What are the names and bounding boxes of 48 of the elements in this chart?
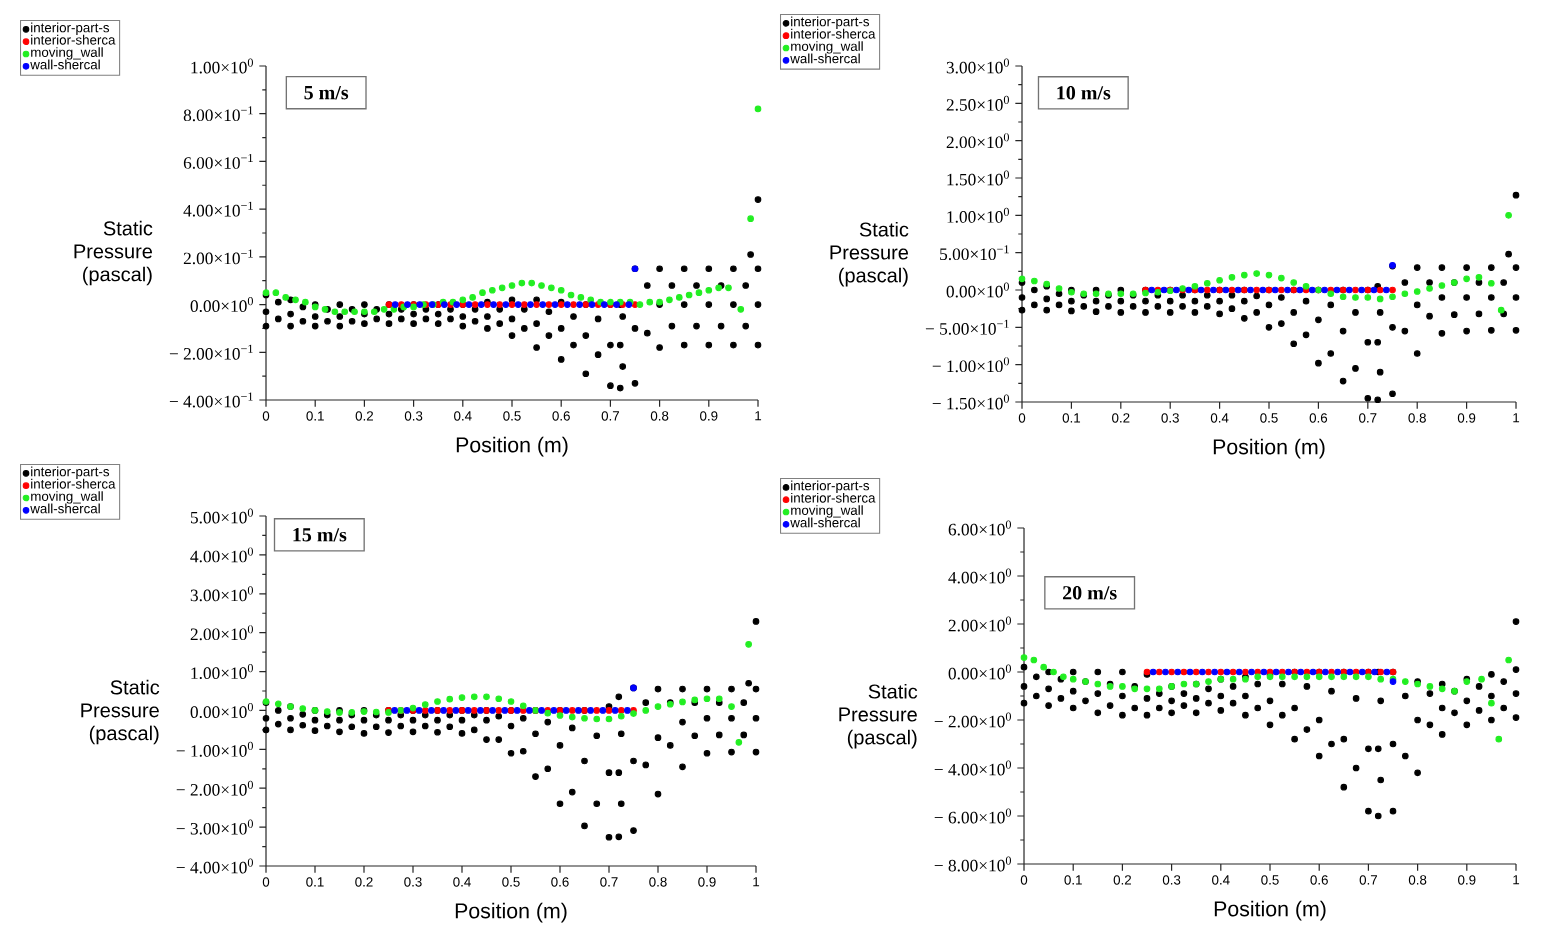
y-tick-label: 0.00×10$^{0}$ <box>190 702 253 718</box>
x-axis-title: Position (m) <box>1213 438 1325 459</box>
x-axis-title: Position (m) <box>455 902 567 923</box>
text: 10 m/s <box>1057 86 1111 100</box>
y-tick-label: 2.50×10$^{0}$ <box>946 95 1010 111</box>
text: 5 m/s <box>304 86 349 100</box>
chart-title: 15 m/s <box>293 528 347 542</box>
y-tick-label: 1.50×10$^{0}$ <box>947 170 1010 186</box>
y-tick-label: − 8.00×10$^{0}$ <box>934 856 1012 872</box>
y-tick-label: − 1.00×10$^{0}$ <box>932 357 1010 373</box>
y-tick-label: 4.00×10$^{−1}$ <box>183 201 253 217</box>
y-tick-label: 0.00×10$^{0}$ <box>190 297 253 313</box>
y-tick-label: − 1.00×10$^{0}$ <box>176 741 253 757</box>
y-axis-title: Static Pressure (pascal) <box>830 221 909 287</box>
text: 20 m/s <box>1063 586 1117 600</box>
y-tick-label: 0.00×10$^{0}$ <box>948 664 1012 680</box>
y-tick-label: 3.00×10$^{0}$ <box>190 586 253 602</box>
x-axis-title: Position (m) <box>1214 900 1326 921</box>
y-axis-title: Static Pressure (pascal) <box>81 679 160 745</box>
y-tick-label: − 2.00×10$^{0}$ <box>176 780 253 796</box>
y-tick-label: 8.00×10$^{−1}$ <box>183 106 253 122</box>
x-axis-title: Position (m) <box>456 436 568 457</box>
y-tick-label: 0.00×10$^{0}$ <box>946 282 1010 298</box>
y-tick-label: 1.00×10$^{0}$ <box>947 207 1010 223</box>
y-tick-label: − 4.00×10$^{0}$ <box>176 858 253 874</box>
y-tick-label: − 6.00×10$^{0}$ <box>934 808 1012 824</box>
y-tick-label: − 3.00×10$^{0}$ <box>176 819 253 835</box>
y-tick-label: − 2.00×10$^{0}$ <box>934 712 1012 728</box>
y-tick-label: 5.00×10$^{0}$ <box>190 508 253 524</box>
y-tick-label: 4.00×10$^{0}$ <box>948 568 1012 584</box>
y-tick-label: 2.00×10$^{0}$ <box>948 616 1012 632</box>
y-tick-label: 2.00×10$^{0}$ <box>946 133 1010 149</box>
y-tick-label: − 4.00×10$^{0}$ <box>934 760 1012 776</box>
y-tick-label: − 2.00×10$^{−1}$ <box>169 344 253 360</box>
y-tick-label: 3.00×10$^{0}$ <box>946 58 1010 74</box>
y-axis-title: Static Pressure (pascal) <box>74 220 153 286</box>
y-tick-label: 2.00×10$^{0}$ <box>190 625 253 641</box>
y-tick-label: 1.00×10$^{0}$ <box>191 664 253 680</box>
y-tick-label: − 1.50×10$^{0}$ <box>932 394 1010 410</box>
y-tick-label: 5.00×10$^{−1}$ <box>940 245 1009 261</box>
y-tick-label: − 5.00×10$^{−1}$ <box>925 319 1009 335</box>
y-tick-label: − 4.00×10$^{−1}$ <box>169 392 253 408</box>
y-tick-label: 6.00×10$^{0}$ <box>948 520 1012 536</box>
y-tick-label: 1.00×10$^{0}$ <box>191 58 253 74</box>
y-axis-title: Static Pressure (pascal) <box>839 683 918 749</box>
y-tick-label: 4.00×10$^{0}$ <box>190 547 253 563</box>
y-tick-label: 2.00×10$^{−1}$ <box>183 249 253 265</box>
y-tick-label: 6.00×10$^{−1}$ <box>183 153 253 169</box>
